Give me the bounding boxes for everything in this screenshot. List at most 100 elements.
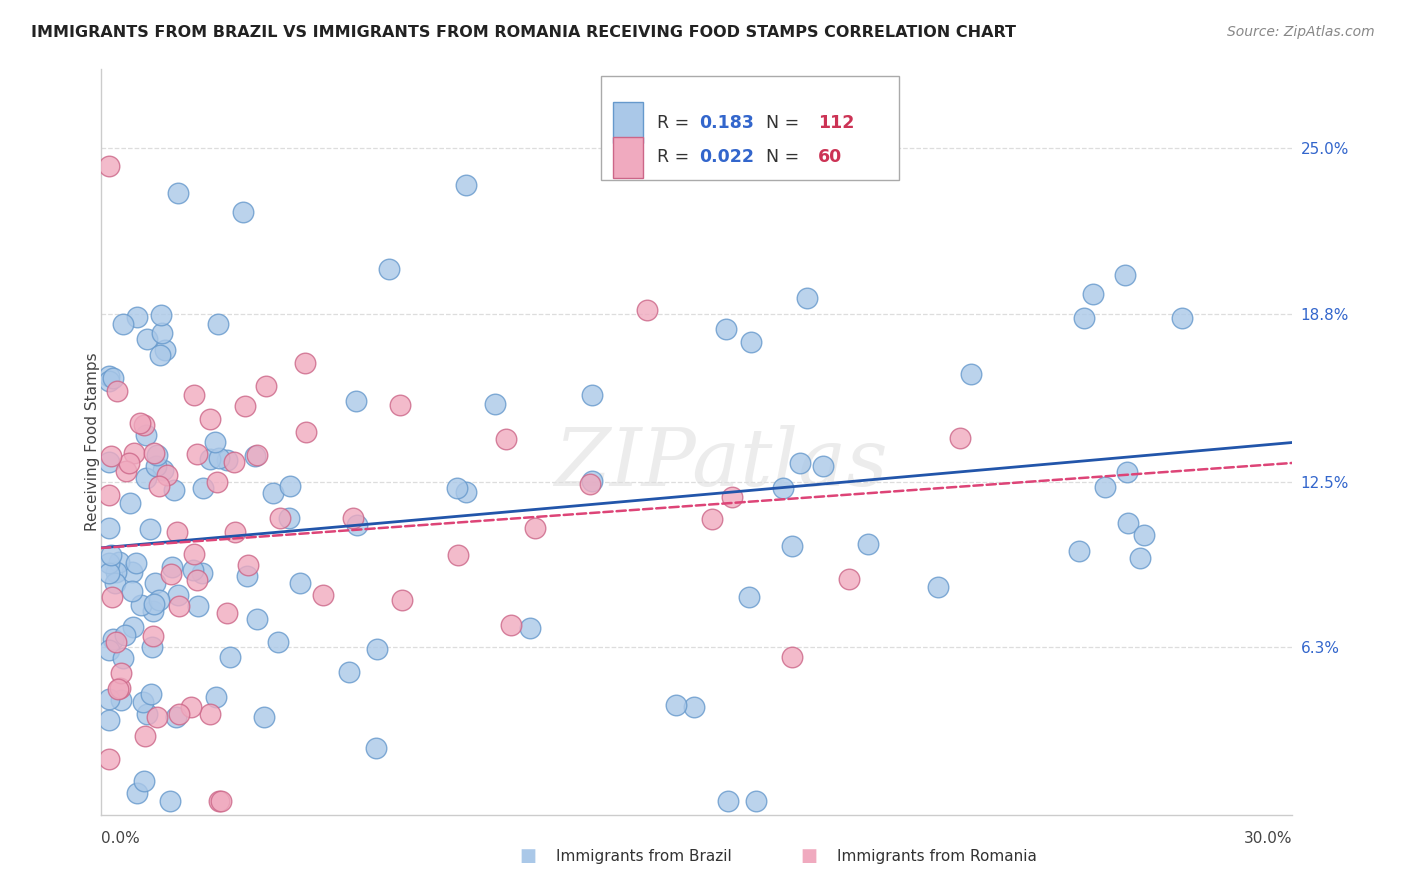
- Point: [146, 710, 169, 724]
- Point: [344, 394, 367, 409]
- Point: [856, 537, 879, 551]
- Point: [186, 573, 208, 587]
- Point: [446, 481, 468, 495]
- Point: [378, 261, 401, 276]
- Point: [131, 695, 153, 709]
- Text: R =: R =: [658, 114, 695, 132]
- Point: [208, 451, 231, 466]
- Point: [198, 707, 221, 722]
- Point: [129, 416, 152, 430]
- Y-axis label: Receiving Food Stamps: Receiving Food Stamps: [86, 352, 100, 531]
- Point: [122, 446, 145, 460]
- Text: R =: R =: [658, 148, 695, 167]
- Text: 0.0%: 0.0%: [101, 831, 139, 846]
- Point: [139, 687, 162, 701]
- Point: [838, 572, 860, 586]
- Point: [98, 713, 121, 727]
- Point: [245, 449, 267, 463]
- Point: [1094, 480, 1116, 494]
- Point: [98, 369, 121, 384]
- Text: 112: 112: [818, 114, 855, 132]
- Point: [948, 431, 970, 445]
- Point: [167, 599, 190, 614]
- Point: [253, 709, 276, 723]
- Point: [118, 496, 141, 510]
- Point: [105, 635, 128, 649]
- Point: [141, 640, 163, 655]
- Point: [198, 412, 221, 426]
- Point: [366, 741, 388, 756]
- Point: [121, 565, 143, 579]
- Text: Immigrants from Romania: Immigrants from Romania: [837, 849, 1038, 863]
- Point: [127, 310, 149, 324]
- Point: [181, 564, 204, 578]
- Point: [100, 449, 122, 463]
- Point: [232, 205, 254, 219]
- Point: [1116, 516, 1139, 531]
- Point: [105, 384, 128, 398]
- Point: [108, 681, 131, 696]
- Point: [142, 598, 165, 612]
- Point: [148, 592, 170, 607]
- Point: [111, 651, 134, 665]
- Point: [110, 665, 132, 680]
- Point: [233, 399, 256, 413]
- Point: [782, 539, 804, 553]
- Point: [159, 566, 181, 581]
- Point: [236, 569, 259, 583]
- Point: [782, 650, 804, 665]
- Point: [246, 613, 269, 627]
- Point: [149, 308, 172, 322]
- Point: [98, 159, 121, 173]
- Point: [121, 584, 143, 599]
- Point: [269, 510, 291, 524]
- Point: [1081, 286, 1104, 301]
- Text: ■: ■: [519, 847, 537, 865]
- Point: [682, 699, 704, 714]
- Point: [186, 447, 208, 461]
- Point: [456, 178, 478, 193]
- Point: [122, 620, 145, 634]
- Point: [98, 455, 121, 469]
- Point: [98, 752, 121, 766]
- Bar: [613, 137, 643, 178]
- Point: [148, 479, 170, 493]
- Point: [454, 485, 477, 500]
- Point: [98, 556, 121, 570]
- Point: [1073, 310, 1095, 325]
- Text: IMMIGRANTS FROM BRAZIL VS IMMIGRANTS FROM ROMANIA RECEIVING FOOD STAMPS CORRELAT: IMMIGRANTS FROM BRAZIL VS IMMIGRANTS FRO…: [31, 25, 1017, 40]
- Point: [209, 794, 232, 808]
- Point: [159, 794, 181, 808]
- Point: [98, 566, 121, 580]
- Text: 0.183: 0.183: [699, 114, 754, 132]
- Point: [721, 490, 744, 504]
- Point: [447, 549, 470, 563]
- Point: [224, 524, 246, 539]
- Point: [163, 483, 186, 497]
- Point: [337, 665, 360, 679]
- Point: [142, 629, 165, 643]
- Point: [101, 370, 124, 384]
- Point: [101, 590, 124, 604]
- Point: [789, 456, 811, 470]
- Point: [193, 481, 215, 495]
- Point: [129, 598, 152, 612]
- Point: [312, 588, 335, 602]
- Point: [166, 525, 188, 540]
- Point: [134, 418, 156, 433]
- Point: [165, 710, 187, 724]
- Point: [1115, 465, 1137, 479]
- Point: [112, 317, 135, 331]
- Point: [139, 522, 162, 536]
- Point: [745, 794, 768, 808]
- Point: [98, 692, 121, 706]
- Point: [294, 425, 316, 439]
- Point: [717, 794, 740, 808]
- Point: [366, 641, 388, 656]
- Point: [238, 558, 260, 572]
- Text: 30.0%: 30.0%: [1244, 831, 1292, 846]
- Point: [1069, 544, 1091, 558]
- Point: [167, 706, 190, 721]
- Point: [191, 566, 214, 581]
- Point: [101, 632, 124, 647]
